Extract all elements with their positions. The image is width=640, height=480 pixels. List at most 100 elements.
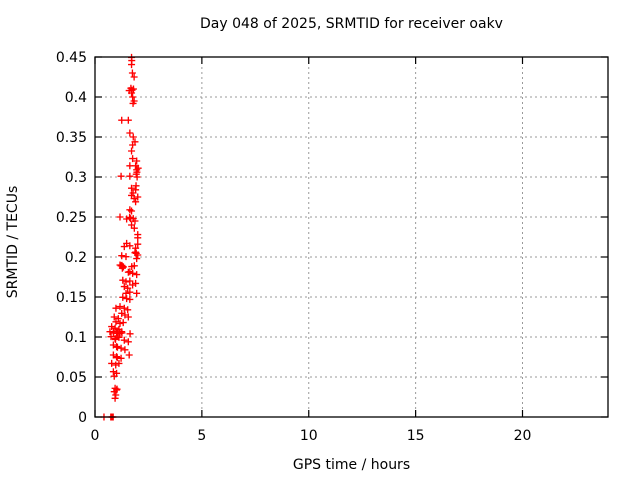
data-point: [108, 359, 116, 367]
data-point: [127, 84, 135, 92]
data-point: [129, 215, 137, 223]
data-point: [128, 184, 136, 192]
y-axis-label: SRMTID / TECUs: [5, 186, 21, 299]
data-point: [124, 116, 132, 124]
axis-ticks: [94, 56, 608, 418]
data-point: [124, 284, 132, 292]
data-point: [132, 182, 140, 190]
data-point: [111, 384, 119, 392]
data-point: [126, 277, 134, 285]
x-tick-label: 10: [300, 428, 318, 444]
y-tick-label: 0: [78, 410, 87, 426]
tick-labels: 0 5 10 15 20 0 0.05 0.1 0.15 0.2 0.25 0.3 0.35 0.4 0.4…: [56, 50, 532, 444]
data-point: [134, 193, 142, 201]
y-tick-label: 0.25: [56, 210, 87, 226]
data-point: [112, 361, 120, 369]
data-point: [112, 304, 120, 312]
data-point: [132, 279, 140, 287]
y-tick-label: 0.2: [65, 250, 87, 266]
data-point: [113, 369, 121, 377]
data-point: [108, 323, 116, 331]
data-point: [119, 276, 127, 284]
data-point: [118, 116, 126, 124]
gridlines: [95, 57, 608, 417]
data-point: [133, 157, 141, 165]
data-point: [112, 391, 120, 399]
data-point: [124, 306, 132, 314]
data-point: [134, 231, 142, 239]
data-point: [118, 309, 126, 317]
data-point: [110, 313, 118, 321]
data-point: [129, 93, 137, 101]
data-point: [133, 271, 141, 279]
data-point: [117, 344, 125, 352]
data-point: [132, 198, 140, 206]
data-point: [113, 353, 121, 361]
y-tick-label: 0.45: [56, 50, 87, 66]
data-point: [120, 304, 128, 312]
data-point: [109, 341, 117, 349]
data-point: [118, 252, 126, 260]
data-point: [133, 289, 141, 297]
data-point: [121, 346, 129, 354]
data-point: [126, 268, 134, 276]
data-point: [116, 261, 124, 269]
data-point: [129, 133, 137, 141]
x-tick-label: 0: [91, 428, 100, 444]
chart-title: Day 048 of 2025, SRMTID for receiver oak…: [200, 16, 503, 32]
data-point: [128, 221, 136, 229]
data-point: [125, 351, 133, 359]
data-point: [126, 129, 134, 137]
data-point: [113, 343, 121, 351]
data-point: [109, 351, 117, 359]
y-tick-label: 0.3: [65, 170, 87, 186]
data-point: [115, 359, 123, 367]
data-point: [115, 325, 123, 333]
data-point: [116, 319, 124, 327]
y-tick-label: 0.15: [56, 290, 87, 306]
data-point: [111, 324, 119, 332]
data-point: [119, 293, 127, 301]
data-point: [122, 278, 130, 286]
data-point: [134, 240, 142, 248]
data-point: [129, 155, 137, 163]
data-point: [123, 239, 131, 247]
data-point: [126, 288, 134, 296]
y-tick-label: 0.4: [65, 90, 87, 106]
plot-border: [94, 56, 609, 418]
data-point: [116, 213, 124, 221]
data-point: [117, 172, 125, 180]
data-point: [109, 368, 117, 376]
data-point: [110, 328, 118, 336]
data-point: [126, 295, 134, 303]
data-point: [124, 338, 132, 346]
data-point: [128, 69, 136, 77]
data-point: [120, 283, 128, 291]
data-point: [126, 172, 134, 180]
x-tick-label: 5: [197, 428, 206, 444]
data-point: [132, 244, 140, 252]
data-point: [130, 262, 138, 270]
data-point: [107, 333, 115, 341]
data-point: [128, 147, 136, 155]
x-tick-label: 15: [407, 428, 425, 444]
data-point: [114, 315, 122, 323]
data-point: [126, 206, 134, 214]
data-points: [100, 53, 142, 421]
y-tick-label: 0.05: [56, 370, 87, 386]
data-point: [128, 207, 136, 215]
y-tick-label: 0.35: [56, 130, 87, 146]
data-point: [130, 73, 138, 81]
data-point: [122, 253, 130, 261]
data-point: [132, 162, 140, 170]
data-point: [111, 335, 119, 343]
data-point: [126, 213, 134, 221]
data-point: [122, 289, 130, 297]
y-tick-label: 0.1: [65, 330, 87, 346]
data-point: [115, 333, 123, 341]
data-point: [133, 166, 141, 174]
x-axis-label: GPS time / hours: [293, 457, 410, 473]
data-point: [131, 138, 139, 146]
